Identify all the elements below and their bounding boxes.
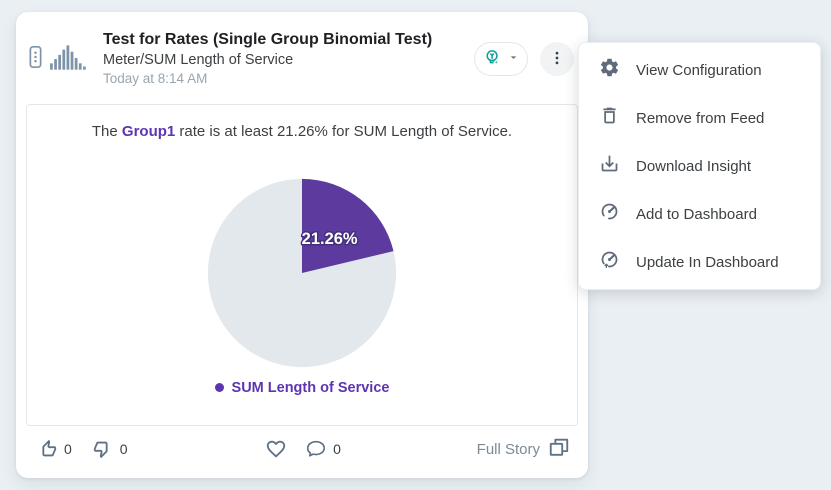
more-options-button[interactable]	[540, 42, 574, 76]
download-icon	[599, 153, 620, 179]
group-name: Group1	[121, 123, 176, 140]
thumbs-up-button[interactable]	[36, 438, 58, 460]
pie-slice-label: 21.26%	[302, 229, 358, 247]
sentence-suffix: rate is at least 21.26% for SUM Length o…	[175, 123, 513, 140]
insight-content: The Group1 rate is at least 21.26% for S…	[26, 104, 578, 426]
menu-item-update-in-dashboard[interactable]: Update In Dashboard	[579, 238, 820, 286]
header-actions	[474, 42, 574, 76]
comment-button[interactable]	[305, 438, 327, 460]
card-header: Test for Rates (Single Group Binomial Te…	[16, 12, 588, 100]
legend-dot	[214, 383, 224, 392]
gear-icon	[599, 57, 620, 83]
comment-count: 0	[333, 441, 341, 457]
dashboard-update-icon	[599, 249, 620, 275]
lightbulb-sparkle-icon	[482, 47, 504, 72]
card-title: Test for Rates (Single Group Binomial Te…	[103, 30, 433, 48]
card-type-icons	[28, 43, 87, 76]
sentence-prefix: The	[91, 123, 122, 140]
drag-handle-icon[interactable]	[28, 44, 43, 75]
menu-item-label: Remove from Feed	[636, 109, 765, 127]
dashboard-add-icon	[599, 201, 620, 227]
favorite-comment-group: 0	[265, 438, 341, 460]
menu-item-label: View Configuration	[636, 61, 762, 79]
full-story-group: Full Story	[341, 436, 570, 463]
thumbs-down-count: 0	[119, 441, 128, 457]
pie-chart[interactable]: 21.26%	[205, 176, 399, 370]
menu-item-label: Update In Dashboard	[636, 253, 779, 271]
insight-card: Test for Rates (Single Group Binomial Te…	[16, 12, 588, 478]
menu-item-label: Download Insight	[636, 157, 752, 175]
insight-type-dropdown-button[interactable]	[474, 42, 528, 76]
trash-icon	[599, 105, 620, 131]
title-block: Test for Rates (Single Group Binomial Te…	[103, 30, 466, 89]
pie-slice[interactable]	[302, 178, 394, 273]
menu-item-download-insight[interactable]: Download Insight	[579, 142, 820, 190]
kebab-menu-icon	[548, 49, 566, 70]
histogram-icon	[49, 43, 87, 76]
full-story-link[interactable]: Full Story	[476, 440, 541, 458]
context-menu: View Configuration Remove from Feed Down…	[578, 42, 821, 290]
menu-item-remove-from-feed[interactable]: Remove from Feed	[579, 94, 820, 142]
card-timestamp: Today at 8:14 AM	[103, 71, 208, 87]
full-story-windows-icon[interactable]	[548, 436, 570, 463]
insight-sentence: The Group1 rate is at least 21.26% for S…	[92, 122, 512, 142]
heart-button[interactable]	[265, 438, 287, 460]
thumbs-up-count: 0	[64, 441, 72, 457]
menu-item-label: Add to Dashboard	[636, 205, 757, 223]
chevron-down-icon	[507, 51, 520, 67]
legend-label: SUM Length of Service	[231, 379, 390, 396]
reaction-group: 0 0	[36, 438, 265, 460]
card-footer: 0 0 0 Full Story	[16, 426, 588, 478]
chart-legend[interactable]: SUM Length of Service	[214, 379, 390, 396]
thumbs-down-button[interactable]	[92, 438, 114, 460]
menu-item-add-to-dashboard[interactable]: Add to Dashboard	[579, 190, 820, 238]
menu-item-view-configuration[interactable]: View Configuration	[579, 46, 820, 94]
card-subtitle: Meter/SUM Length of Service	[103, 52, 294, 69]
